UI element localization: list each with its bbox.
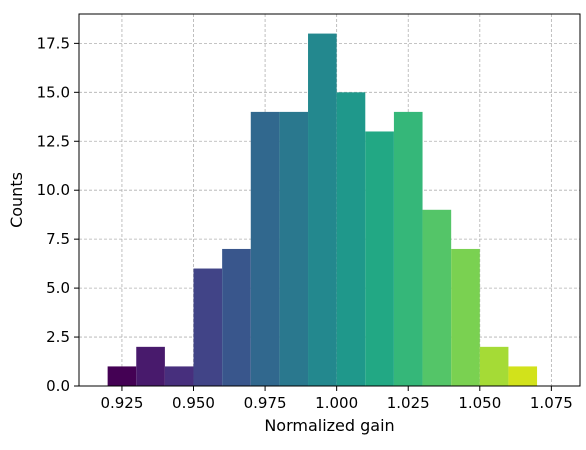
histogram-bar	[222, 248, 251, 386]
x-tick-label: 0.975	[244, 394, 287, 412]
x-tick-label: 1.050	[458, 394, 501, 412]
histogram-bar	[279, 111, 309, 386]
y-axis-label: Counts	[7, 172, 26, 228]
x-tick-label: 1.025	[387, 394, 430, 412]
histogram-bar	[393, 111, 423, 386]
ticks: 0.925 0.950 0.975 1.000 1.025 1.050 1.075 0.0 2.…	[37, 34, 573, 412]
histogram-bar	[336, 92, 366, 386]
histogram-bar	[136, 346, 165, 386]
y-tick-label: 15.0	[37, 83, 70, 101]
y-tick-label: 0.0	[46, 377, 70, 395]
histogram-bar	[365, 131, 394, 386]
histogram-bar	[107, 366, 137, 386]
histogram-bar	[193, 268, 223, 386]
y-tick-label: 7.5	[46, 230, 70, 248]
x-tick-label: 1.075	[530, 394, 573, 412]
x-tick-label: 0.950	[172, 394, 215, 412]
histogram-bar	[164, 366, 194, 386]
histogram-bar	[508, 366, 538, 386]
x-tick-label: 0.925	[100, 394, 143, 412]
plot-frame	[78, 13, 581, 387]
y-tick-label: 12.5	[37, 132, 70, 150]
y-tick-label: 5.0	[46, 279, 70, 297]
histogram-bar	[250, 111, 280, 386]
x-tick-label: 1.000	[315, 394, 358, 412]
histogram-bar	[422, 209, 452, 386]
y-tick-label: 2.5	[46, 328, 70, 346]
y-tick-label: 17.5	[37, 34, 70, 52]
histogram-bar	[479, 346, 509, 386]
bars	[107, 33, 538, 386]
x-axis-label: Normalized gain	[264, 416, 394, 435]
histogram-bar	[308, 33, 337, 386]
y-tick-label: 10.0	[37, 181, 70, 199]
histogram-bar	[451, 248, 480, 386]
